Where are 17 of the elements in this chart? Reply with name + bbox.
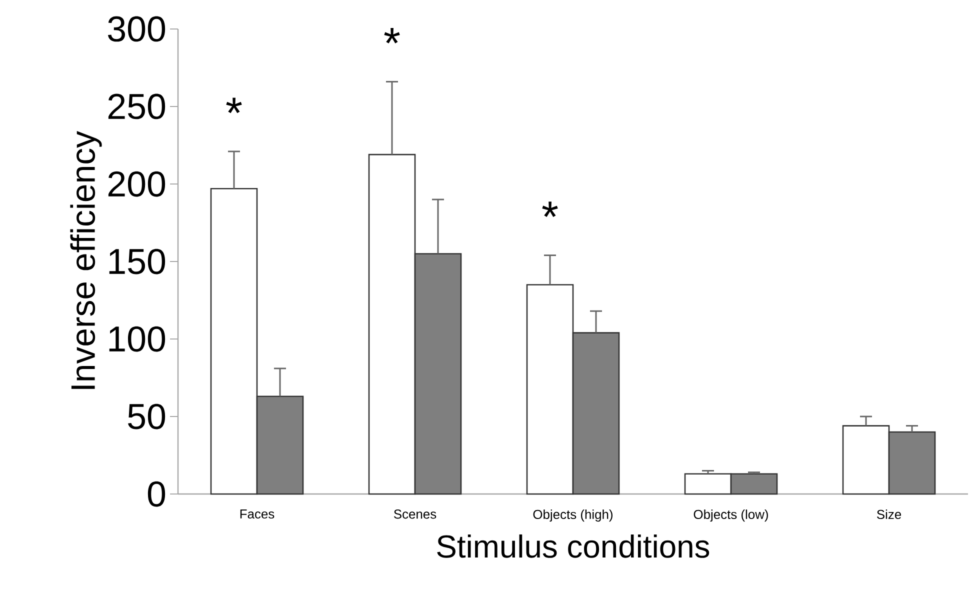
y-tick-label: 0 <box>148 481 166 507</box>
annotation: * <box>384 28 400 44</box>
y-tick-label: 200 <box>108 171 166 197</box>
x-tick-label: Objects (low) <box>694 510 768 522</box>
x-tick-label: Faces <box>240 510 274 519</box>
x-tick-label: Scenes <box>394 510 436 519</box>
x-tick-label: Size <box>877 510 902 520</box>
y-tick-label: 150 <box>109 248 166 274</box>
annotation: * <box>226 98 242 114</box>
x-axis-title: Stimulus conditions <box>437 534 710 558</box>
y-tick-label: 100 <box>109 326 166 352</box>
annotation: * <box>542 202 558 218</box>
x-tick-label: Objects (high) <box>533 510 612 522</box>
y-tick-label: 50 <box>128 404 166 430</box>
y-axis-title: Inverse efficiency <box>70 131 102 389</box>
y-tick-label: 300 <box>108 16 166 42</box>
y-tick-label: 250 <box>108 94 166 120</box>
